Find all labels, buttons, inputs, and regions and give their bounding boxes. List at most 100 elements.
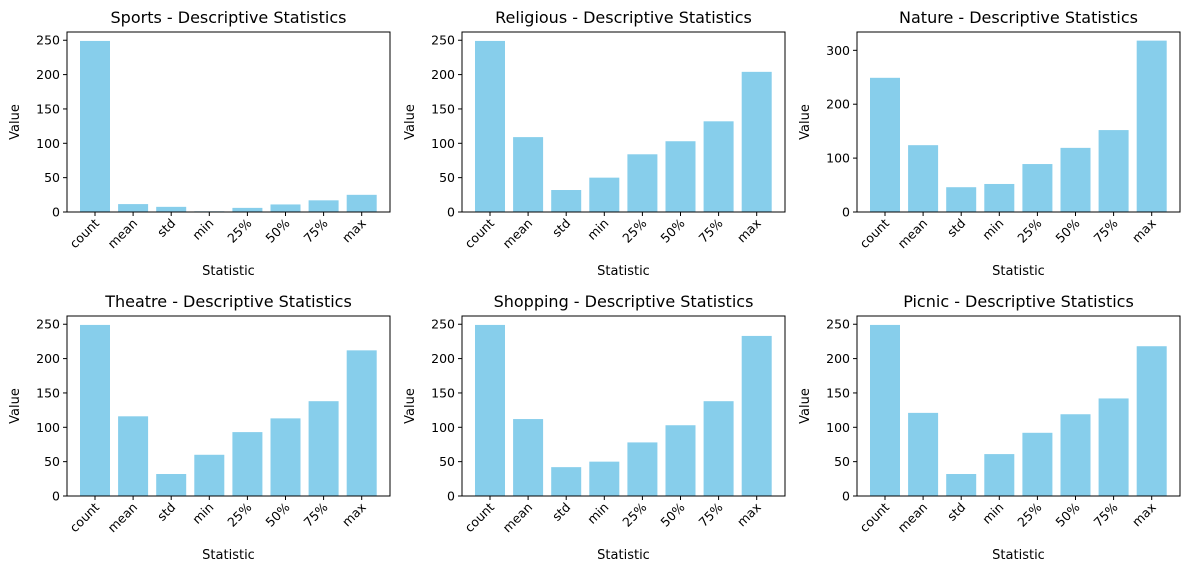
- bar-25pct: [232, 207, 263, 212]
- y-tick-label: 200: [431, 67, 455, 82]
- y-axis-label: Value: [403, 104, 418, 140]
- y-tick-label: 0: [842, 489, 850, 504]
- bar-count: [475, 40, 505, 212]
- x-tick-label: 50%: [262, 215, 292, 245]
- bar-25pct: [232, 432, 263, 496]
- bar-75pct: [308, 401, 339, 496]
- y-axis-label: Value: [798, 388, 813, 424]
- y-tick-label: 100: [826, 151, 850, 166]
- bar-std: [156, 206, 187, 212]
- bar-50pct: [665, 141, 696, 212]
- y-tick-label: 100: [826, 420, 850, 435]
- y-axis-label: Value: [8, 388, 23, 424]
- bar-max: [346, 350, 377, 496]
- plot-frame: [66, 315, 391, 497]
- bar-max: [1136, 346, 1167, 496]
- x-tick-label: max: [339, 500, 369, 530]
- plot-frame: [66, 31, 391, 213]
- subplot-5: Shopping - Descriptive Statistics 0 50 100 1…: [403, 292, 786, 563]
- chart-title: Shopping - Descriptive Statistics: [494, 292, 754, 311]
- bar-mean: [513, 419, 544, 496]
- y-tick-label: 0: [842, 205, 850, 220]
- x-axis-label: Statistic: [202, 548, 255, 563]
- x-tick-label: max: [339, 216, 369, 246]
- y-axis-label: Value: [403, 388, 418, 424]
- bar-std: [156, 474, 187, 496]
- bar-max: [346, 194, 377, 212]
- x-axis-label: Statistic: [597, 548, 650, 563]
- y-tick-label: 200: [826, 97, 850, 112]
- y-tick-label: 100: [36, 136, 60, 151]
- x-tick-label: std: [154, 216, 178, 240]
- bar-50pct: [1060, 147, 1091, 212]
- x-tick-label: 75%: [300, 215, 330, 245]
- x-tick-label: min: [979, 500, 1006, 527]
- plot-frame: [461, 315, 786, 497]
- x-tick-label: count: [857, 499, 893, 535]
- x-tick-label: 50%: [262, 499, 292, 529]
- x-tick-label: mean: [500, 500, 536, 536]
- x-tick-label: max: [734, 216, 764, 246]
- bar-25pct: [1022, 164, 1053, 212]
- x-tick-label: 75%: [1090, 499, 1120, 529]
- y-tick-label: 250: [431, 33, 455, 48]
- y-tick-label: 200: [431, 351, 455, 366]
- x-tick-label: 50%: [657, 215, 687, 245]
- y-tick-label: 200: [826, 351, 850, 366]
- bar-75pct: [703, 121, 734, 212]
- plot-frame: [856, 31, 1181, 213]
- x-tick-label: min: [189, 500, 216, 527]
- bar-min: [589, 177, 620, 212]
- y-tick-label: 250: [36, 317, 60, 332]
- subplot-3: Nature - Descriptive Statistics 0 100 200 30…: [798, 8, 1181, 279]
- bar-50pct: [270, 204, 301, 212]
- bar-75pct: [1098, 130, 1129, 212]
- bar-max: [741, 71, 772, 213]
- y-tick-label: 150: [826, 385, 850, 400]
- x-tick-label: count: [462, 499, 498, 535]
- x-tick-label: 75%: [695, 499, 725, 529]
- bar-count: [80, 40, 110, 212]
- y-tick-label: 100: [36, 420, 60, 435]
- y-tick-label: 150: [431, 101, 455, 116]
- bar-50pct: [665, 425, 696, 496]
- x-tick-label: 25%: [1014, 215, 1044, 245]
- bar-count: [870, 324, 900, 496]
- bar-std: [946, 187, 977, 212]
- subplot-6: Picnic - Descriptive Statistics 0 50 100 150…: [798, 292, 1181, 563]
- bar-75pct: [1098, 398, 1129, 496]
- x-tick-label: count: [462, 215, 498, 251]
- x-tick-label: 50%: [657, 499, 687, 529]
- bar-mean: [513, 137, 544, 212]
- bar-std: [551, 467, 582, 496]
- x-tick-label: 25%: [1014, 499, 1044, 529]
- chart-title: Theatre - Descriptive Statistics: [104, 292, 352, 311]
- x-axis-label: Statistic: [992, 264, 1045, 279]
- x-tick-label: mean: [895, 216, 931, 252]
- subplot-2: Religious - Descriptive Statistics 0 50 100…: [403, 8, 786, 279]
- bar-count: [475, 324, 505, 496]
- y-tick-label: 50: [44, 454, 60, 469]
- x-axis-label: Statistic: [597, 264, 650, 279]
- y-tick-label: 50: [439, 454, 455, 469]
- bar-25pct: [627, 154, 658, 212]
- chart-title: Nature - Descriptive Statistics: [899, 8, 1138, 27]
- x-axis-label: Statistic: [202, 264, 255, 279]
- y-tick-label: 100: [431, 136, 455, 151]
- x-tick-label: min: [584, 216, 611, 243]
- bar-25pct: [627, 442, 658, 496]
- x-tick-label: mean: [105, 500, 141, 536]
- bar-count: [80, 324, 110, 496]
- bar-50pct: [270, 418, 301, 496]
- bar-75pct: [703, 401, 734, 496]
- bar-mean: [908, 145, 939, 212]
- y-tick-label: 50: [834, 454, 850, 469]
- x-tick-label: 75%: [300, 499, 330, 529]
- y-tick-label: 150: [36, 385, 60, 400]
- bar-mean: [118, 416, 149, 496]
- bar-std: [946, 474, 977, 496]
- x-tick-label: 25%: [619, 215, 649, 245]
- x-tick-label: min: [979, 216, 1006, 243]
- plot-frame: [856, 315, 1181, 497]
